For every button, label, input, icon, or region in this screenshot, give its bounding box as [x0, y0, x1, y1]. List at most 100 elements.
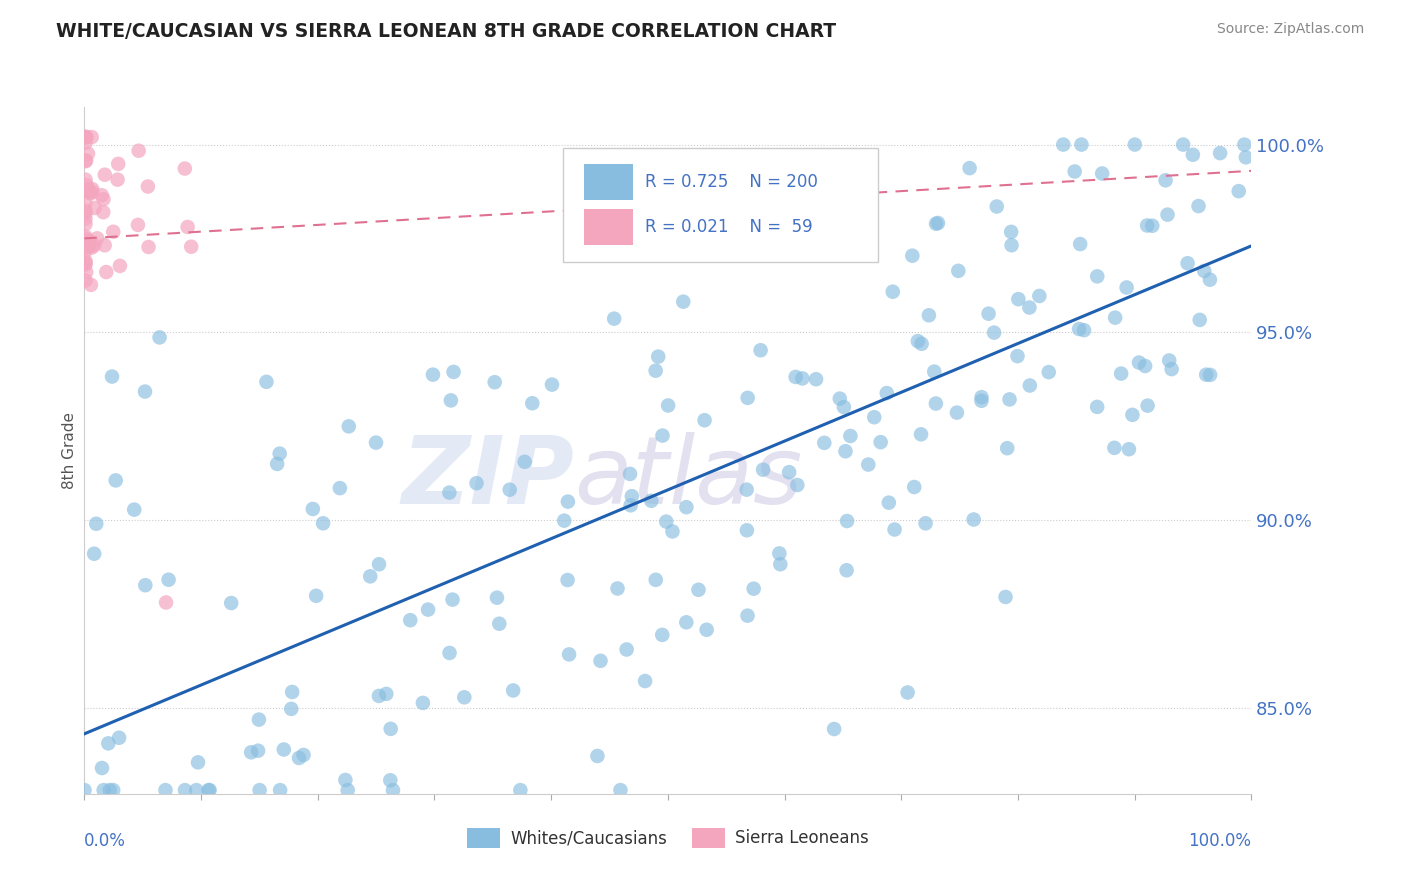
Point — [380, 722, 402, 736]
Point — [835, 563, 858, 577]
Point — [644, 573, 666, 587]
Text: 100.0%: 100.0% — [1188, 831, 1251, 850]
Point — [136, 179, 159, 194]
Point — [76, 183, 98, 197]
Text: WHITE/CAUCASIAN VS SIERRA LEONEAN 8TH GRADE CORRELATION CHART: WHITE/CAUCASIAN VS SIERRA LEONEAN 8TH GR… — [56, 22, 837, 41]
Point — [335, 772, 357, 787]
Point — [93, 783, 115, 797]
Point — [858, 458, 880, 472]
Point — [75, 244, 97, 258]
Point — [655, 515, 678, 529]
Point — [768, 546, 790, 560]
Point — [1028, 289, 1050, 303]
Point — [877, 496, 900, 510]
Point — [173, 161, 195, 176]
Point — [302, 502, 325, 516]
Point — [77, 234, 100, 248]
Point — [79, 185, 101, 199]
Point — [513, 455, 536, 469]
Point — [925, 217, 948, 231]
Point — [465, 476, 488, 491]
Point — [453, 690, 475, 705]
Point — [970, 393, 993, 408]
Point — [485, 591, 508, 605]
Point — [138, 240, 160, 254]
Point — [364, 435, 387, 450]
Point — [1156, 208, 1178, 222]
Point — [946, 406, 969, 420]
Point — [75, 232, 97, 246]
Point — [174, 783, 197, 797]
Point — [1136, 219, 1159, 233]
Point — [823, 722, 845, 736]
Point — [368, 558, 391, 572]
Point — [80, 241, 103, 255]
Point — [380, 773, 402, 788]
Point — [651, 628, 673, 642]
Point — [439, 485, 461, 500]
Point — [603, 311, 626, 326]
Point — [108, 731, 131, 745]
Point — [907, 334, 929, 348]
Point — [1234, 150, 1257, 164]
Point — [901, 249, 924, 263]
Point — [553, 514, 575, 528]
Point — [1181, 147, 1204, 161]
Y-axis label: 8th Grade: 8th Grade — [62, 412, 77, 489]
Point — [97, 736, 120, 750]
Point — [108, 259, 131, 273]
Point — [186, 783, 208, 797]
Point — [995, 441, 1018, 455]
Point — [1000, 225, 1022, 239]
Point — [1052, 137, 1074, 152]
Point — [75, 240, 97, 254]
Text: R = 0.021    N =  59: R = 0.021 N = 59 — [644, 219, 813, 236]
Point — [176, 219, 198, 234]
Point — [897, 685, 920, 699]
Point — [948, 264, 970, 278]
Point — [1177, 256, 1199, 270]
Point — [148, 330, 170, 344]
Point — [305, 589, 328, 603]
Point — [1109, 367, 1132, 381]
Point — [75, 203, 97, 218]
Point — [735, 523, 758, 537]
Point — [769, 558, 792, 572]
Text: Source: ZipAtlas.com: Source: ZipAtlas.com — [1216, 22, 1364, 37]
Point — [541, 377, 564, 392]
Point — [1159, 353, 1181, 368]
Point — [79, 186, 101, 201]
Point — [103, 225, 125, 239]
Point — [312, 516, 335, 531]
Point — [155, 595, 177, 609]
Point — [634, 673, 657, 688]
Point — [693, 413, 716, 427]
FancyBboxPatch shape — [562, 148, 877, 261]
Point — [441, 592, 464, 607]
Point — [737, 608, 759, 623]
Point — [107, 172, 129, 186]
Point — [922, 365, 945, 379]
Point — [959, 161, 981, 175]
Point — [197, 783, 219, 797]
Point — [742, 582, 765, 596]
Point — [672, 294, 695, 309]
Point — [557, 494, 579, 508]
Point — [1118, 442, 1140, 457]
Point — [1063, 164, 1085, 178]
Point — [93, 238, 115, 252]
Point — [792, 371, 814, 385]
Point — [522, 396, 544, 410]
Point — [157, 573, 180, 587]
Point — [651, 428, 673, 442]
Point — [73, 783, 96, 797]
Point — [786, 478, 808, 492]
Point — [75, 153, 97, 168]
Point — [752, 463, 775, 477]
Point — [977, 307, 1000, 321]
Point — [247, 744, 270, 758]
Point — [134, 384, 156, 399]
Point — [910, 336, 932, 351]
Point — [122, 502, 145, 516]
Point — [1073, 323, 1095, 337]
